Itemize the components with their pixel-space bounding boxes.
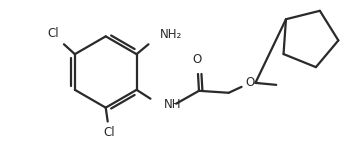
Text: Cl: Cl [103, 126, 115, 139]
Text: O: O [246, 76, 255, 89]
Text: NH: NH [164, 98, 182, 111]
Text: Cl: Cl [47, 27, 59, 40]
Text: O: O [192, 53, 202, 66]
Text: NH₂: NH₂ [160, 28, 183, 41]
